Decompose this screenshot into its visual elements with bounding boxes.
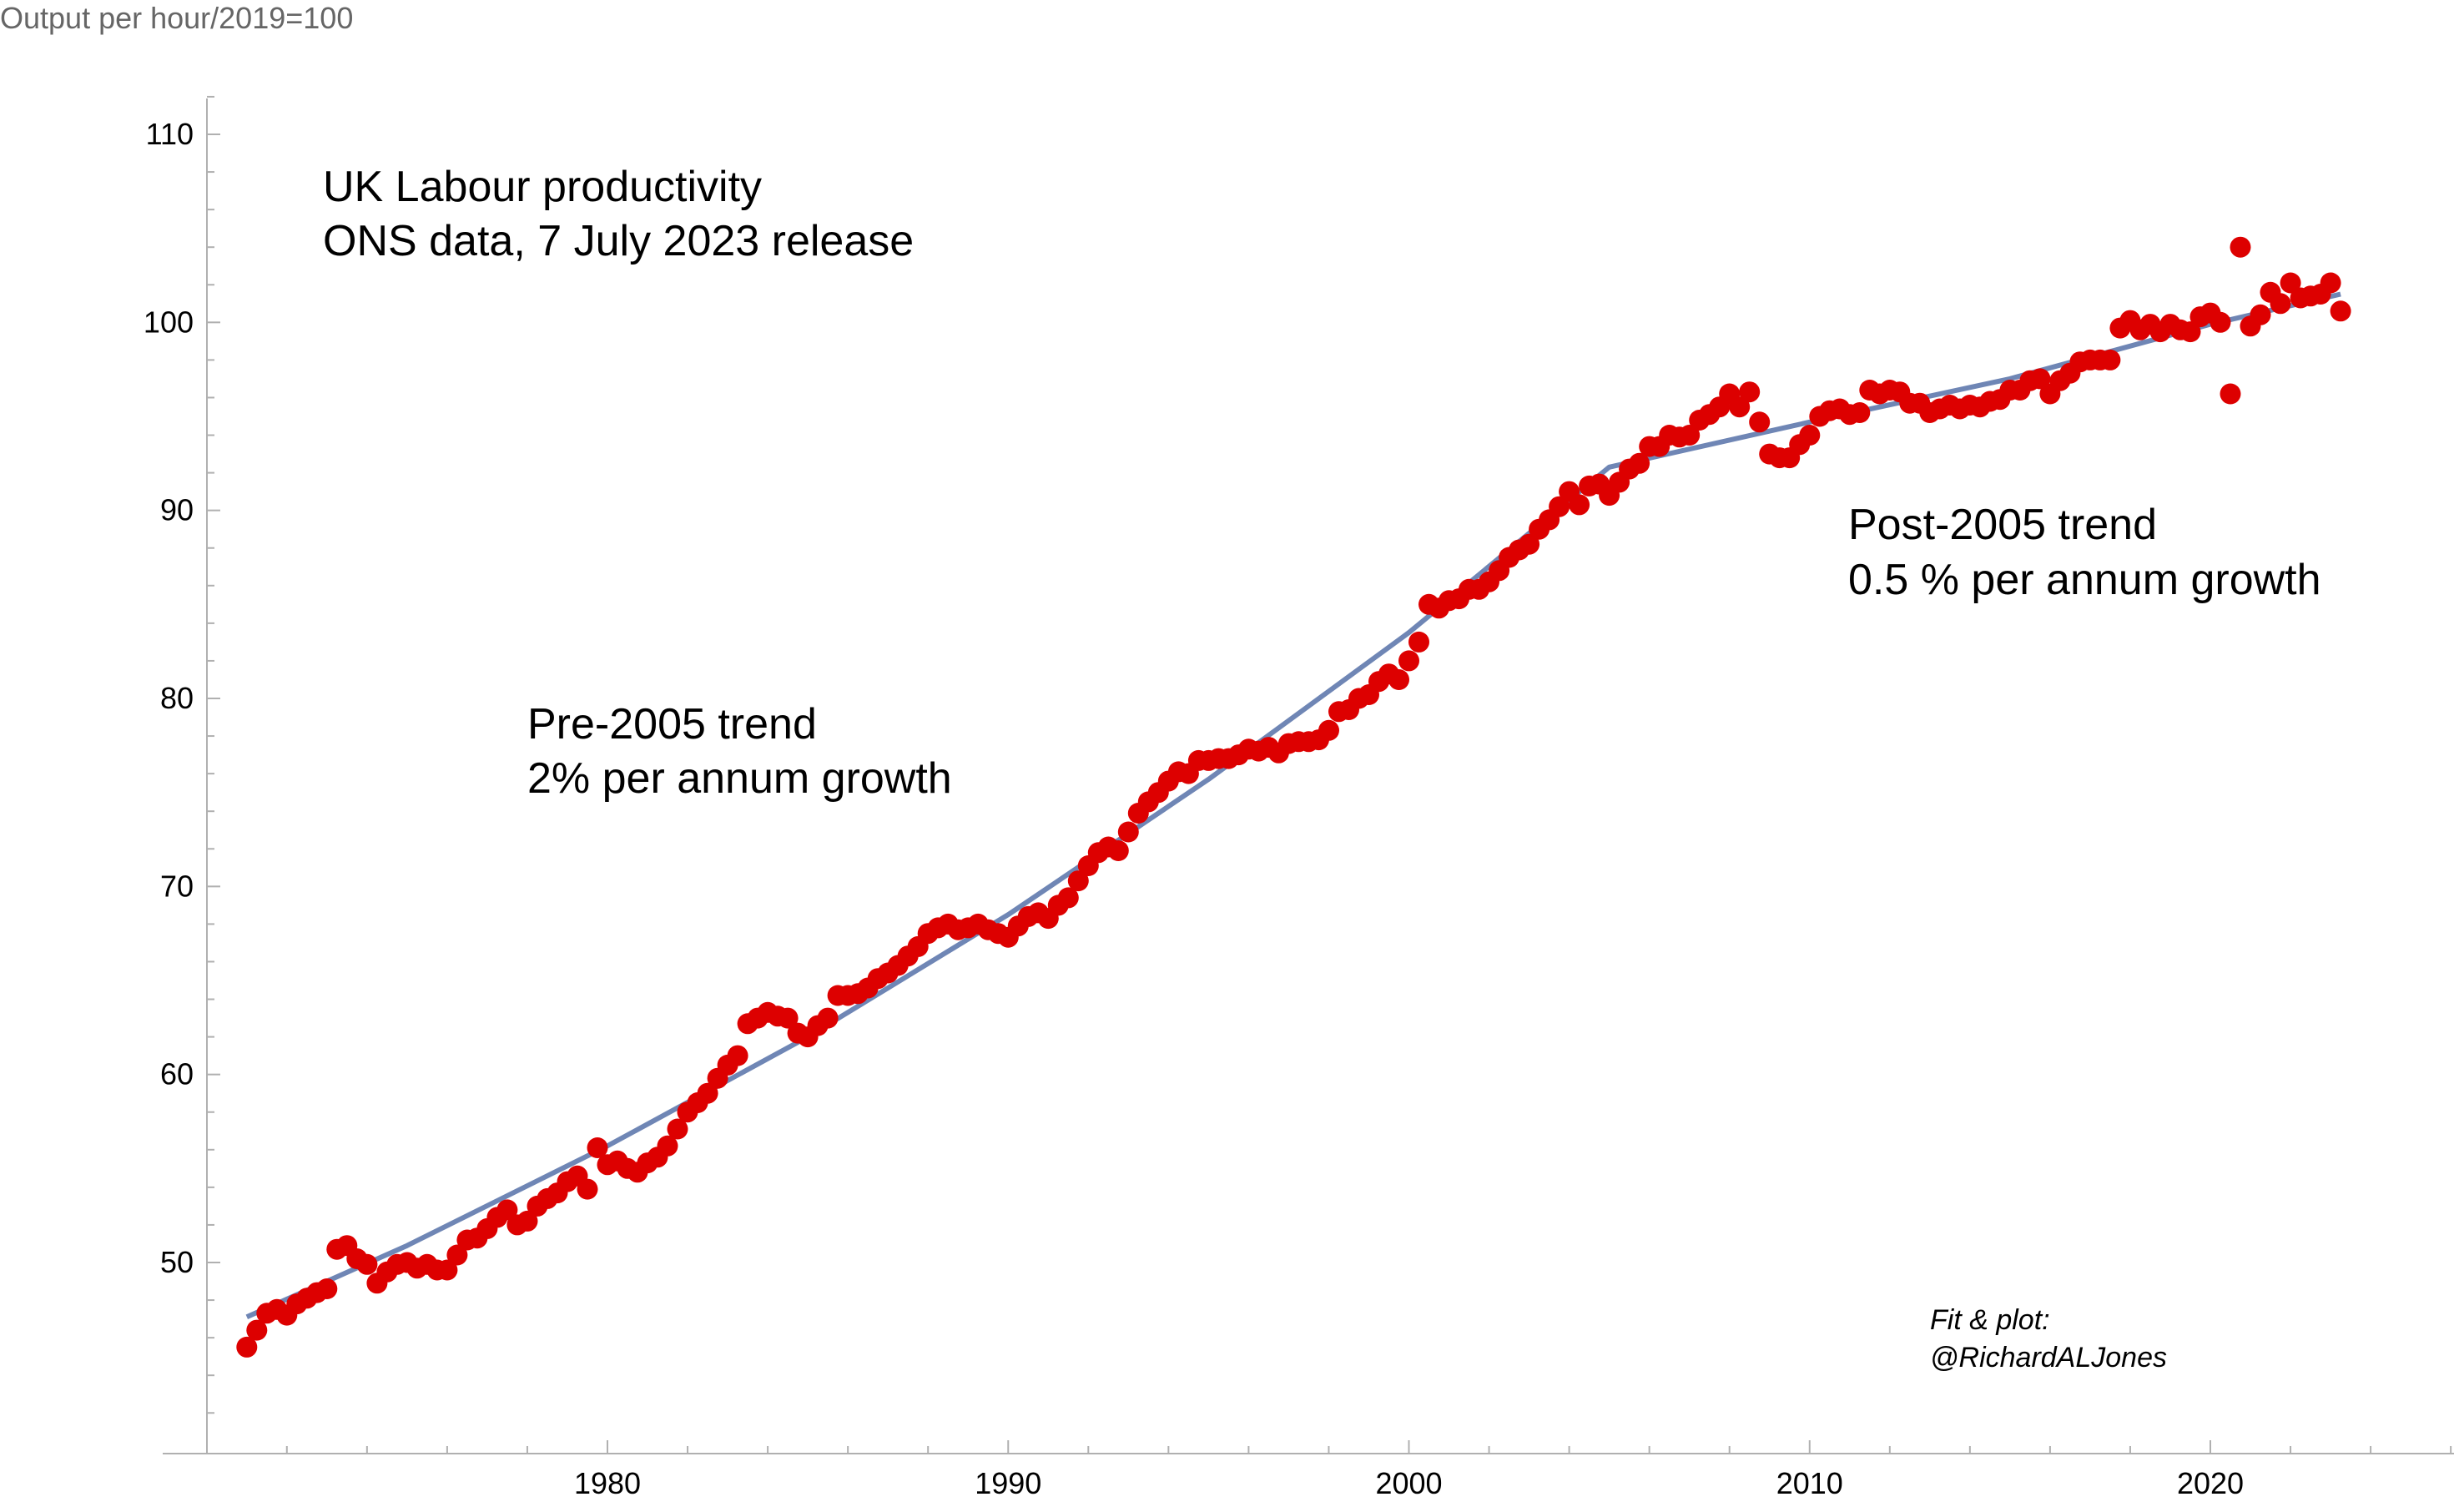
data-point	[516, 1210, 538, 1232]
data-point	[777, 1007, 799, 1029]
data-point	[1749, 411, 1771, 433]
data-point	[2029, 368, 2051, 390]
data-point	[1629, 452, 1650, 474]
pre-2005-annotation: Pre-2005 trend 2% per annum growth	[527, 700, 952, 803]
data-point	[1519, 533, 1540, 555]
data-point	[587, 1137, 608, 1158]
data-point	[446, 1244, 468, 1266]
data-point	[2230, 236, 2251, 258]
data-point	[2250, 304, 2271, 325]
x-minor-ticks	[285, 1440, 2452, 1454]
data-point	[1398, 650, 1419, 672]
data-point	[1549, 496, 1570, 517]
data-point	[1679, 425, 1701, 446]
data-point	[246, 1319, 268, 1341]
data-point	[2220, 383, 2241, 405]
y-tick-label: 60	[160, 1057, 194, 1091]
data-point	[1318, 719, 1339, 741]
data-point	[1408, 631, 1429, 653]
data-point	[2210, 311, 2231, 333]
y-tick-label: 80	[160, 681, 194, 715]
credit-line-2: @RichardALJones	[1930, 1342, 2167, 1373]
data-point	[817, 1007, 839, 1029]
chart-title-line-1: UK Labour productivity	[323, 163, 762, 211]
pre-2005-line-2: 2% per annum growth	[527, 754, 952, 803]
axes	[163, 98, 2454, 1454]
y-tick-label: 100	[144, 305, 194, 339]
pre-2005-line-1: Pre-2005 trend	[527, 700, 817, 748]
data-point	[1729, 396, 1751, 418]
data-point	[697, 1082, 718, 1104]
x-tick-labels: 1980 1990 2000 2010 2020	[574, 1466, 2244, 1500]
data-point	[1117, 821, 1139, 843]
data-point	[1569, 494, 1590, 516]
x-tick-label: 1990	[975, 1466, 1041, 1500]
data-point	[2280, 272, 2301, 294]
x-tick-label: 2020	[2177, 1466, 2244, 1500]
y-tick-label: 110	[146, 117, 194, 151]
credit-line-1: Fit & plot:	[1930, 1304, 2050, 1336]
y-tick-label: 70	[160, 869, 194, 903]
data-point	[667, 1118, 688, 1140]
data-point	[236, 1336, 258, 1358]
data-point	[2270, 293, 2291, 315]
data-point	[1799, 425, 1821, 446]
data-point	[577, 1178, 598, 1200]
data-point	[2320, 272, 2341, 294]
data-point	[316, 1278, 338, 1299]
y-tick-labels: 50 60 70 80 90 100 110	[144, 117, 194, 1279]
data-point	[1107, 840, 1129, 861]
post-2005-line-2: 0.5 % per annum growth	[1848, 556, 2321, 604]
data-points	[236, 236, 2351, 1358]
chart-title-line-2: ONS data, 7 July 2023 release	[323, 217, 914, 265]
trend-line	[245, 291, 2341, 1320]
y-tick-label: 90	[160, 493, 194, 527]
data-point	[2099, 349, 2121, 370]
y-axis-label: Output per hour/2019=100	[0, 1, 353, 35]
data-point	[657, 1135, 678, 1157]
x-tick-label: 2000	[1375, 1466, 1442, 1500]
data-point	[2179, 321, 2201, 343]
y-tick-label: 50	[160, 1245, 194, 1279]
chart-title-annotation: UK Labour productivity ONS data, 7 July …	[323, 163, 914, 265]
data-point	[1739, 381, 1761, 403]
data-point	[727, 1045, 748, 1066]
post-2005-annotation: Post-2005 trend 0.5 % per annum growth	[1848, 501, 2321, 604]
data-point	[2330, 300, 2351, 322]
data-point	[436, 1259, 458, 1281]
x-tick-label: 2010	[1776, 1466, 1843, 1500]
data-point	[496, 1199, 518, 1221]
credit-annotation: Fit & plot: @RichardALJones	[1930, 1304, 2167, 1373]
x-tick-label: 1980	[574, 1466, 641, 1500]
data-point	[1849, 402, 1871, 423]
y-minor-ticks	[207, 95, 220, 1414]
data-point	[1057, 887, 1079, 909]
data-point	[356, 1253, 378, 1275]
data-point	[1067, 870, 1089, 892]
post-2005-line-1: Post-2005 trend	[1848, 501, 2157, 549]
data-point	[1388, 669, 1409, 690]
